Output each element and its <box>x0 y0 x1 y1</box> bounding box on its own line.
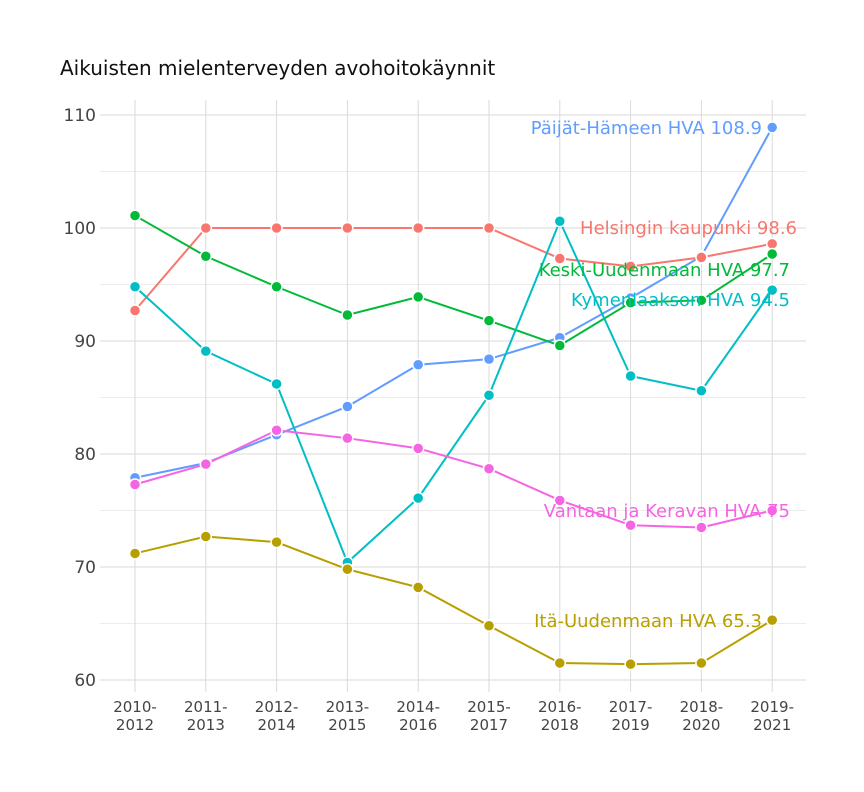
x-tick-label: 2015- <box>467 698 511 716</box>
x-tick-label: 2016- <box>538 698 582 716</box>
data-point <box>695 521 708 534</box>
series-line <box>134 126 774 479</box>
data-point <box>128 547 142 560</box>
x-tick-label: 2019 <box>612 716 650 734</box>
x-tick-label: 2013 <box>187 716 225 734</box>
x-tick-label: 2021 <box>753 716 791 734</box>
data-point <box>128 280 142 294</box>
data-point <box>765 504 779 517</box>
data-point <box>765 613 779 627</box>
x-tick-label: 2012 <box>116 716 154 734</box>
data-point <box>553 656 567 670</box>
data-point <box>482 619 496 633</box>
data-point <box>624 369 637 383</box>
data-point <box>341 431 354 445</box>
x-tick-label: 2015 <box>328 716 366 734</box>
data-point <box>411 442 425 455</box>
data-point <box>270 535 283 549</box>
series-line <box>134 429 773 529</box>
data-point <box>411 491 425 505</box>
series-end-label: Kymenlaakson HVA 94.5 <box>571 290 790 311</box>
series-end-label: Päijät-Hämeen HVA 108.9 <box>531 118 762 139</box>
data-point <box>624 260 637 273</box>
y-tick-label: 60 <box>74 671 96 691</box>
data-point <box>270 280 283 294</box>
x-tick-label: 2016 <box>399 716 437 734</box>
x-tick-label: 2014 <box>258 716 296 734</box>
x-tick-label: 2018- <box>680 698 724 716</box>
data-point <box>553 214 567 228</box>
data-point <box>199 221 213 235</box>
x-tick-label: 2014- <box>396 698 440 716</box>
y-tick-label: 110 <box>64 106 96 126</box>
series-line <box>134 535 773 666</box>
series-line <box>134 214 773 347</box>
series-end-label: Keski-Uudenmaan HVA 97.7 <box>539 260 790 281</box>
x-tick-label: 2020 <box>682 716 720 734</box>
data-point <box>270 424 283 437</box>
data-point <box>695 251 708 264</box>
data-point <box>341 563 354 576</box>
data-point <box>765 247 779 261</box>
data-point <box>624 657 637 671</box>
data-point <box>341 400 354 413</box>
data-point <box>199 344 213 358</box>
series-end-label: Vantaan ja Keravan HVA 75 <box>544 501 790 522</box>
series-line <box>134 218 774 565</box>
chart-title: Aikuisten mielenterveyden avohoitokäynni… <box>60 56 496 80</box>
data-point <box>765 283 779 297</box>
data-point <box>765 121 779 134</box>
data-point <box>411 290 425 304</box>
x-tick-label: 2019- <box>750 698 794 716</box>
data-point <box>624 518 637 532</box>
data-point <box>270 377 283 391</box>
data-point <box>128 304 142 317</box>
x-tick-label: 2013- <box>326 698 370 716</box>
data-point <box>482 221 496 235</box>
data-point <box>695 656 708 670</box>
data-point <box>482 352 496 366</box>
data-point <box>199 457 213 471</box>
y-tick-label: 90 <box>74 332 96 352</box>
y-tick-label: 80 <box>74 445 96 465</box>
series-line <box>134 227 773 312</box>
data-point <box>270 221 283 235</box>
data-point <box>341 308 354 322</box>
data-point <box>624 296 637 309</box>
data-point <box>695 294 708 307</box>
data-point <box>411 358 425 371</box>
data-point <box>482 462 496 475</box>
data-point <box>553 339 567 352</box>
data-point <box>128 478 142 491</box>
data-point <box>128 209 142 222</box>
data-point <box>482 388 496 402</box>
data-point <box>199 530 213 543</box>
y-tick-label: 70 <box>74 558 96 578</box>
data-point <box>553 494 567 507</box>
data-point <box>411 581 425 594</box>
y-tick-label: 100 <box>64 219 96 239</box>
data-point <box>411 221 425 235</box>
data-point <box>765 237 779 251</box>
series-end-label: Itä-Uudenmaan HVA 65.3 <box>534 611 762 632</box>
x-tick-label: 2017 <box>470 716 508 734</box>
data-point <box>199 250 213 263</box>
x-tick-label: 2018 <box>541 716 579 734</box>
data-point <box>553 252 567 265</box>
x-tick-label: 2010- <box>113 698 157 716</box>
data-point <box>482 314 496 327</box>
x-tick-label: 2012- <box>255 698 299 716</box>
data-point <box>695 384 708 397</box>
x-tick-label: 2011- <box>184 698 228 716</box>
data-point <box>341 221 354 235</box>
x-tick-label: 2017- <box>609 698 653 716</box>
series-end-label: Helsingin kaupunki 98.6 <box>580 218 797 239</box>
